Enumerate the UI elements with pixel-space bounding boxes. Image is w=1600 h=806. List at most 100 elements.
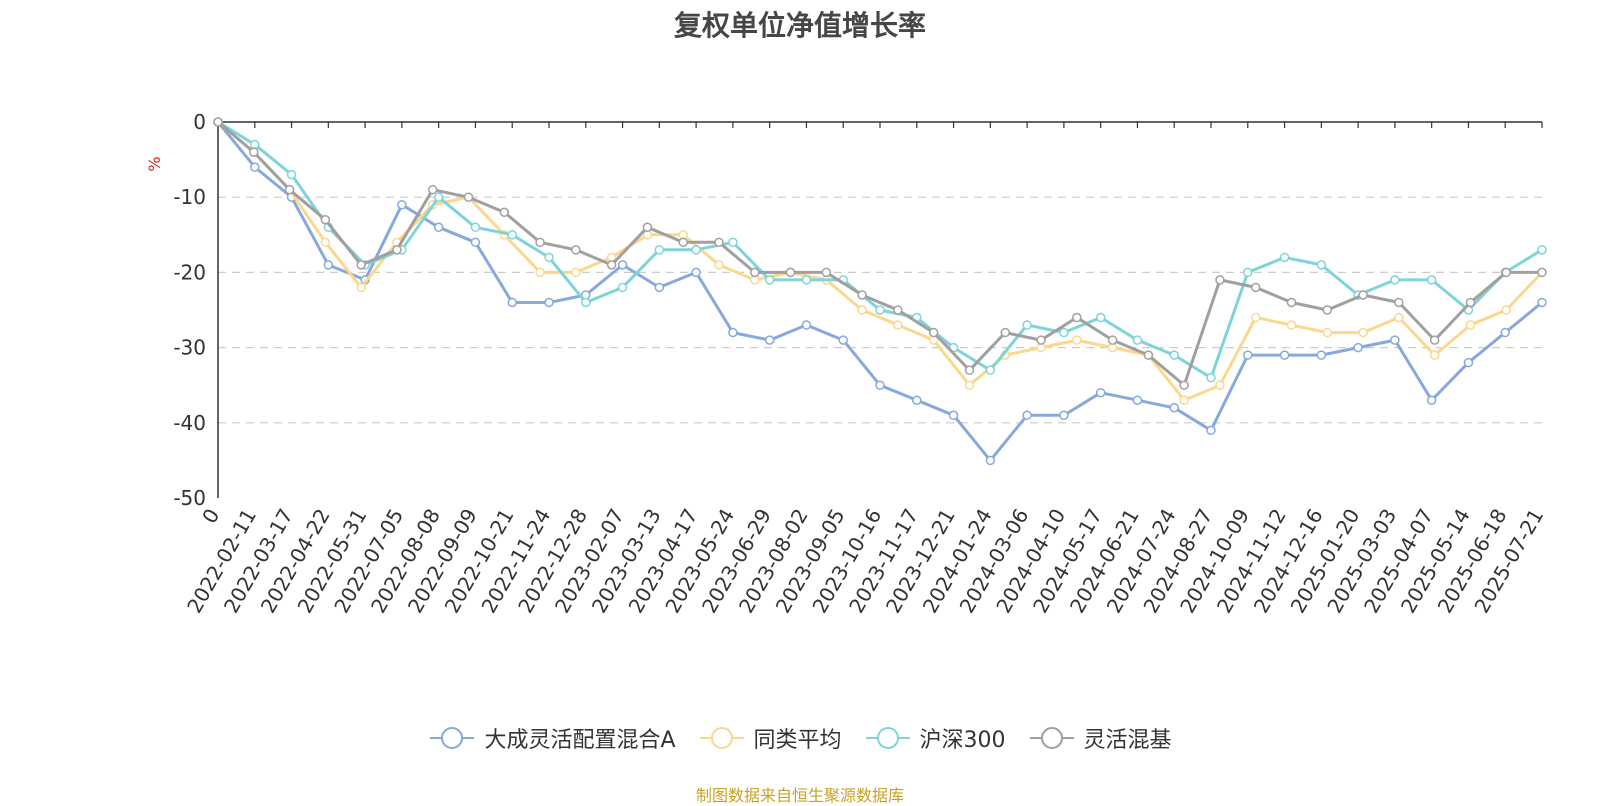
legend-label: 灵活混基 xyxy=(1083,728,1172,753)
y-axis-label: % xyxy=(145,156,164,171)
series-1-point xyxy=(1206,425,1216,436)
series-4-point xyxy=(213,117,223,127)
series-1-point xyxy=(875,380,885,390)
series-3-point xyxy=(433,192,444,202)
series-3-point xyxy=(1537,245,1547,255)
series-3-point xyxy=(985,365,996,375)
series-1-point xyxy=(912,395,922,405)
series-3-point xyxy=(1390,275,1400,285)
series-4-point xyxy=(499,207,510,217)
y-tick-label: -40 xyxy=(173,411,206,435)
series-2-point xyxy=(893,320,903,330)
series-1-point xyxy=(654,282,665,293)
chart-title: 复权单位净值增长率 xyxy=(673,9,926,42)
series-2-point xyxy=(535,267,545,278)
source-note: 制图数据来自恒生聚源数据库 xyxy=(695,786,904,805)
series-4-point xyxy=(1286,297,1297,308)
series-4-point xyxy=(1429,335,1440,345)
legend-item-4[interactable]: 灵活混基 xyxy=(1028,722,1172,754)
legend-swatch-icon xyxy=(430,727,475,749)
series-1-point xyxy=(985,455,996,466)
series-1-point xyxy=(1059,410,1069,421)
series-4-point xyxy=(320,215,331,225)
series-4-point xyxy=(1358,290,1368,300)
series-1-point xyxy=(1316,350,1327,360)
series-3-point xyxy=(470,222,481,233)
series-4-point xyxy=(249,147,259,157)
series-4-point xyxy=(606,260,617,270)
series-2-point xyxy=(1394,312,1404,323)
series-4-point xyxy=(1322,305,1333,315)
series-4-point xyxy=(893,305,903,315)
series-1-point xyxy=(1279,350,1290,360)
y-tick-label: -10 xyxy=(173,185,206,209)
series-3-point xyxy=(1095,312,1106,323)
series-1-point xyxy=(728,327,738,338)
legend-label: 同类平均 xyxy=(753,728,842,753)
series-1-point xyxy=(1022,410,1032,421)
series-3-point xyxy=(581,297,591,308)
series-1-point xyxy=(433,222,444,233)
series-2-point xyxy=(964,380,975,390)
series-3-point xyxy=(1022,320,1032,330)
series-2-point xyxy=(1072,335,1082,345)
series-2-point xyxy=(1322,327,1333,338)
series-4-point xyxy=(463,192,474,202)
series-1-point xyxy=(838,335,848,345)
series-1-point xyxy=(1243,350,1253,360)
series-1-point xyxy=(691,267,701,278)
series-1-point xyxy=(1132,395,1143,405)
series-4-point xyxy=(1215,275,1225,285)
series-1-point xyxy=(801,320,812,330)
series-3-point xyxy=(507,230,517,240)
legend-item-3[interactable]: 沪深300 xyxy=(864,722,1006,754)
series-1-point xyxy=(948,410,959,421)
series-3-point xyxy=(1169,350,1179,360)
series-4-point xyxy=(821,267,832,278)
series-2-point xyxy=(1429,350,1440,360)
series-4-point xyxy=(750,267,760,278)
series-4-point xyxy=(1250,282,1261,293)
series-4-point xyxy=(1072,312,1082,323)
legend-swatch-icon xyxy=(699,727,744,749)
legend-swatch-icon xyxy=(1029,727,1074,749)
series-3-point xyxy=(691,245,701,255)
series-4-point xyxy=(356,260,366,270)
series-2-point xyxy=(714,260,724,270)
legend-item-1[interactable]: 大成灵活配置混合A xyxy=(428,722,676,754)
series-1-point xyxy=(1095,387,1106,398)
series-2-point xyxy=(1250,312,1261,323)
series-2-point xyxy=(857,305,867,315)
legend-item-2[interactable]: 同类平均 xyxy=(698,722,842,754)
series-1-point xyxy=(1463,357,1474,368)
series-4-point xyxy=(1394,297,1404,308)
series-4-point xyxy=(785,267,796,278)
series-3-point xyxy=(654,245,665,255)
series-2-point xyxy=(1215,380,1225,390)
series-2-point xyxy=(1286,320,1297,330)
series-line-4 xyxy=(217,120,1542,387)
series-2-point xyxy=(320,237,331,248)
series-1-point xyxy=(1353,342,1363,353)
series-4-point xyxy=(427,184,438,195)
series-1-point xyxy=(1500,327,1510,338)
series-1-point xyxy=(1537,297,1547,308)
series-4-point xyxy=(1501,267,1511,278)
series-4-point xyxy=(392,245,402,255)
series-line-1 xyxy=(216,121,1543,462)
series-3-point xyxy=(1132,335,1143,345)
series-2-point xyxy=(571,267,581,278)
series-4-point xyxy=(964,365,975,375)
series-4-point xyxy=(1179,380,1189,390)
series-4-point xyxy=(535,237,545,248)
series-3-point xyxy=(1279,252,1290,263)
series-1-point xyxy=(323,260,334,270)
series-4-point xyxy=(1143,350,1154,360)
series-3-point xyxy=(617,282,628,293)
series-3-point xyxy=(1206,372,1216,383)
series-4-point xyxy=(642,222,653,233)
legend-label: 大成灵活配置混合A xyxy=(484,728,676,753)
series-3-point xyxy=(1426,275,1437,285)
series-1-point xyxy=(764,335,775,345)
